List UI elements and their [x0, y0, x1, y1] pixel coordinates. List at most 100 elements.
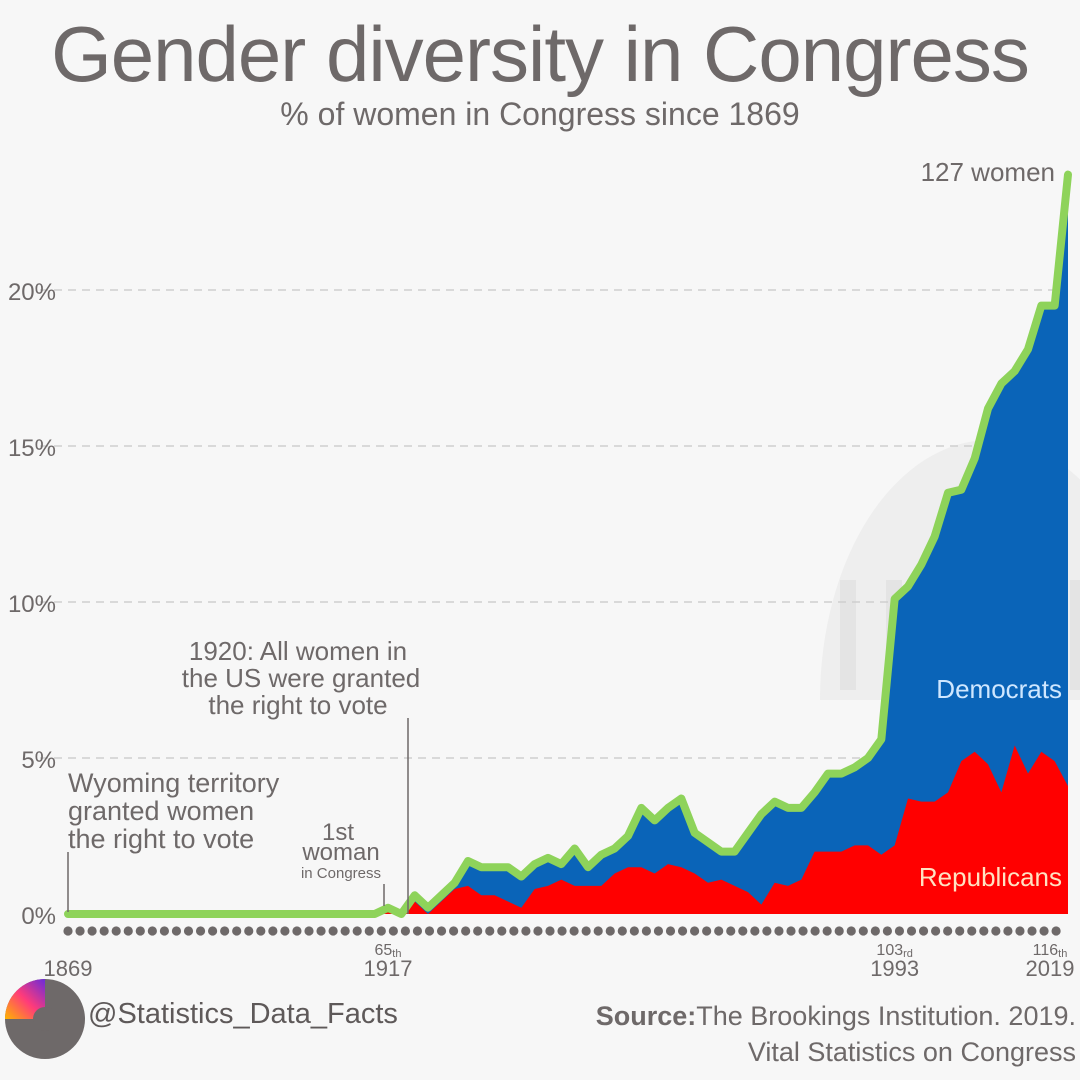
axis-dot: [171, 926, 182, 936]
x-tick-year: 1917: [364, 956, 413, 981]
axis-dot: [690, 926, 700, 936]
axis-dot: [509, 926, 519, 936]
y-tick-label: 10%: [8, 591, 56, 618]
wyoming-annotation-line1: Wyoming territory: [68, 768, 280, 798]
axis-dot: [786, 926, 796, 936]
axis-dot: [473, 926, 483, 936]
axis-dot: [280, 926, 290, 936]
axis-dot: [750, 926, 760, 936]
axis-dot: [220, 926, 230, 936]
x-tick-congress-suffix: th: [392, 948, 401, 960]
axis-dot: [882, 926, 893, 936]
axis-dot: [593, 926, 603, 936]
source-label: Source:: [595, 1001, 697, 1031]
wyoming-annotation-line3: the right to vote: [68, 824, 254, 854]
axis-dot: [195, 926, 206, 936]
x-tick-congress-suffix: rd: [903, 948, 913, 960]
axis-dot: [388, 926, 398, 936]
axis-dot: [340, 926, 350, 936]
y-tick-label: 5%: [21, 747, 56, 774]
axis-dot: [870, 926, 880, 936]
source-text: The Brookings Institution. 2019.: [696, 1001, 1076, 1031]
axis-dot: [87, 926, 97, 936]
axis-dot: [834, 926, 844, 936]
axis-dot: [702, 926, 712, 936]
grid-lines: 0% 5% 10% 15% 20%: [8, 279, 1062, 930]
first-woman-annotation-line1: 1st: [322, 819, 354, 846]
axis-dot: [581, 926, 591, 936]
axis-dot: [641, 926, 652, 936]
axis-dot: [726, 926, 736, 936]
axis-dot: [485, 926, 495, 936]
axis-dot: [400, 926, 410, 936]
axis-dot: [1003, 926, 1013, 936]
axis-dot: [256, 926, 266, 936]
axis-dot: [810, 926, 820, 936]
axis-dot: [906, 926, 917, 936]
axis-dot: [63, 926, 73, 936]
axis-dot: [943, 926, 953, 936]
axis-dot: [424, 926, 435, 936]
axis-dot: [798, 926, 808, 936]
axis-dot: [316, 926, 326, 936]
axis-dot: [931, 926, 941, 936]
axis-dot: [918, 926, 929, 936]
suffrage-annotation-line1: 1920: All women in: [189, 636, 407, 666]
page-title: Gender diversity in Congress: [51, 10, 1030, 98]
axis-dot: [159, 926, 169, 936]
axis-dot: [665, 926, 676, 936]
source-line2: Vital Statistics on Congress: [747, 1037, 1076, 1067]
axis-dot: [774, 926, 784, 936]
axis-dot: [846, 926, 856, 936]
axis-dot: [1051, 926, 1061, 936]
x-tick-year: 2019: [1026, 956, 1075, 981]
axis-dot: [208, 926, 218, 936]
axis-dot: [762, 926, 772, 936]
axis-dot: [653, 926, 664, 936]
axis-dot: [967, 926, 977, 936]
axis-dot: [569, 926, 579, 936]
axis-dot: [605, 926, 615, 936]
y-tick-label: 20%: [8, 279, 56, 306]
axis-dot: [714, 926, 724, 936]
axis-dot: [533, 926, 543, 936]
axis-dot: [461, 926, 471, 936]
axis-dot: [99, 926, 109, 936]
x-tick-congress-suffix: th: [1058, 948, 1067, 960]
axis-dot: [304, 926, 314, 936]
axis-dot: [75, 926, 85, 936]
axis-dot: [328, 926, 338, 936]
axis-dot: [545, 926, 555, 936]
republicans-area: [68, 745, 1068, 914]
dome-column: [840, 580, 856, 690]
axis-dot: [352, 926, 362, 936]
axis-dot: [376, 926, 386, 936]
axis-dot: [822, 926, 832, 936]
axis-dot: [135, 926, 145, 936]
axis-dot: [894, 926, 905, 936]
axis-dot: [617, 926, 627, 936]
axis-dot: [449, 926, 459, 936]
axis-dot: [147, 926, 157, 936]
y-tick-label: 0%: [21, 903, 56, 930]
first-woman-annotation-line3: in Congress: [301, 865, 381, 882]
x-tick-year: 1993: [870, 956, 919, 981]
axis-dot: [991, 926, 1001, 936]
axis-dot: [1039, 926, 1049, 936]
axis-dot: [738, 926, 748, 936]
axis-dot: [436, 926, 447, 936]
y-tick-label: 15%: [8, 435, 56, 462]
dome-column: [1070, 580, 1080, 690]
axis-dot: [858, 926, 868, 936]
axis-dot: [677, 926, 688, 936]
axis-dot: [955, 926, 965, 936]
axis-dot: [1027, 926, 1037, 936]
end-value-label: 127 women: [921, 157, 1055, 187]
source-line1: Source:The Brookings Institution. 2019.: [596, 998, 1076, 1034]
suffrage-annotation-line3: the right to vote: [208, 690, 387, 720]
suffrage-annotation-line2: the US were granted: [182, 663, 420, 693]
axis-dot: [244, 926, 254, 936]
social-handle: @Statistics_Data_Facts: [88, 998, 398, 1030]
axis-dot: [232, 926, 242, 936]
